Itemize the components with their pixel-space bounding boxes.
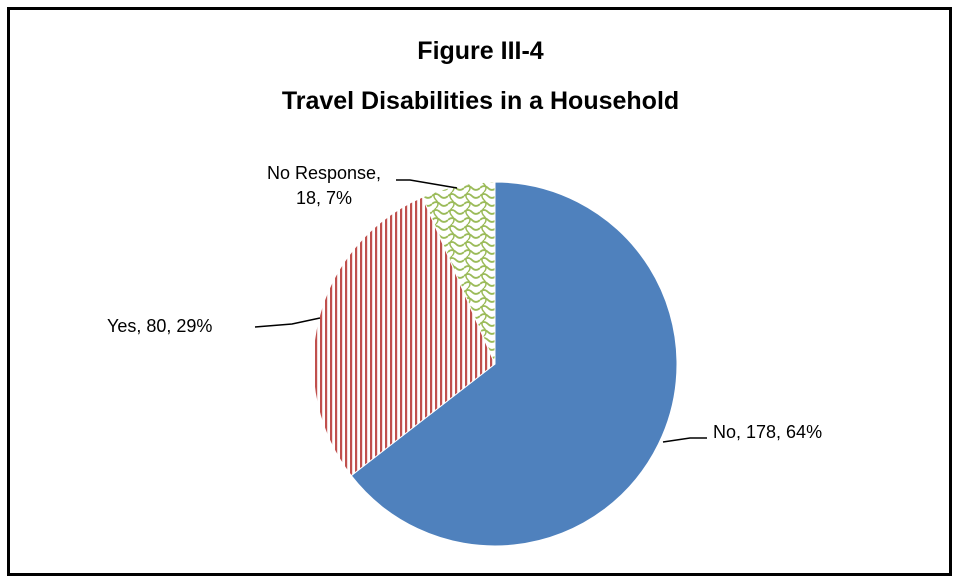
slice-label-no-response-2: 18, 7% xyxy=(295,188,353,208)
pie-slice-no xyxy=(350,181,678,547)
leader-line-no-response xyxy=(396,179,458,189)
chart-title-line2: Travel Disabilities in a Household xyxy=(281,87,680,115)
pie-slice-no-response xyxy=(421,181,496,365)
slice-label-yes: Yes, 80, 29% xyxy=(107,316,213,336)
slice-label-no-response-1: No Response, xyxy=(266,163,382,183)
leader-line-yes xyxy=(254,317,321,328)
leader-line-no xyxy=(662,437,707,443)
slice-label-no: No, 178, 64% xyxy=(713,422,823,442)
chart-title-line1: Figure III-4 xyxy=(417,37,544,65)
